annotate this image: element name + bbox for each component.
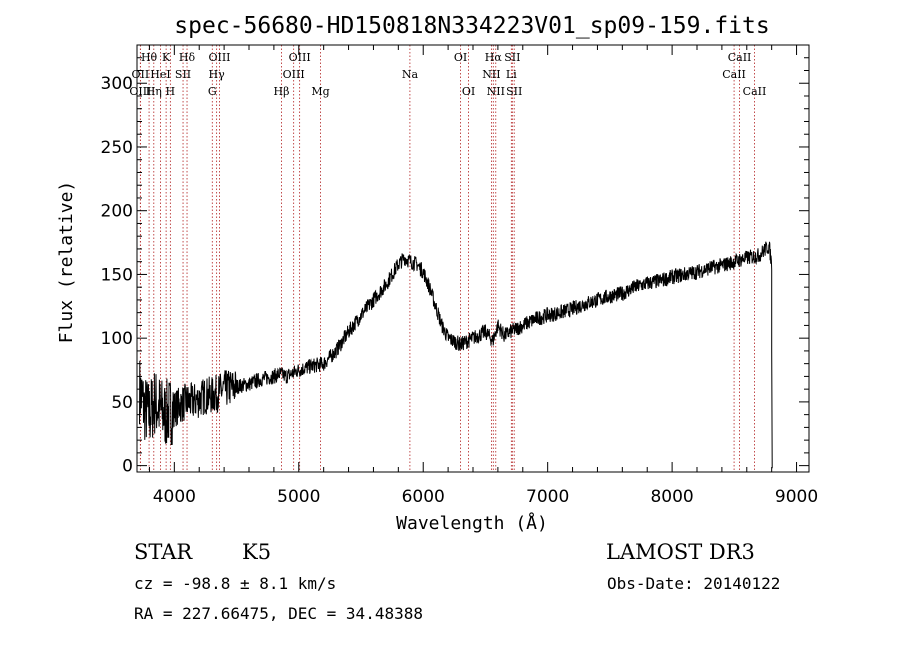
radial-velocity: cz = -98.8 ± 8.1 km/s — [134, 574, 337, 593]
x-tick-label: 6000 — [402, 487, 445, 507]
spectral-line-label: Mg — [311, 85, 329, 98]
spectral-line-label: SII — [175, 68, 191, 81]
observation-date: Obs-Date: 20140122 — [607, 574, 781, 593]
spectral-line-label: Hα — [485, 51, 503, 64]
spectral-line-label: NII — [487, 85, 505, 98]
y-tick-label: 200 — [101, 202, 133, 222]
chart-title: spec-56680-HD150818N334223V01_sp09-159.f… — [174, 13, 769, 39]
spectral-line-label: Hβ — [274, 85, 290, 98]
spectral-line-label: H — [166, 85, 176, 98]
y-tick-label: 250 — [101, 138, 133, 158]
y-axis-label: Flux (relative) — [56, 181, 77, 344]
plot-frame — [136, 44, 810, 473]
y-tick-label: 100 — [101, 329, 133, 349]
spectral-line-label: G — [208, 85, 217, 98]
spectral-line-label: K — [162, 51, 171, 64]
spectral-line-label: CaII — [722, 68, 746, 81]
survey-name: LAMOST DR3 — [606, 540, 755, 564]
spectral-line-label: Li — [506, 68, 517, 81]
y-tick-label: 300 — [101, 74, 133, 94]
spectral-line-label: OI — [454, 51, 467, 64]
spectral-line-label: OIII — [129, 85, 151, 98]
spectral-line-label: NII — [482, 68, 500, 81]
x-tick-label: 8000 — [650, 487, 693, 507]
spectral-line-label: OII — [132, 68, 150, 81]
x-axis-ticks: 4000 5000 6000 7000 8000 9000 — [148, 45, 818, 507]
spectral-line-label: CaII — [743, 85, 767, 98]
spectral-line-label: OIII — [283, 68, 305, 81]
spectral-line-labels: Hθ OII OIII K HeI Hη H Hδ SII OIII Hγ G Hβ OIII OIII Mg… — [129, 51, 766, 98]
y-tick-label: 150 — [101, 265, 133, 285]
y-tick-label: 0 — [122, 457, 133, 477]
object-subclass: K5 — [242, 540, 272, 564]
x-tick-label: 5000 — [277, 487, 320, 507]
y-tick-label: 50 — [111, 393, 133, 413]
spectral-line-label: OI — [462, 85, 475, 98]
spectral-line-label: SII — [504, 51, 520, 64]
spectral-line-label: Hθ — [141, 51, 158, 64]
spectral-line-label: Na — [402, 68, 419, 81]
spectral-line-label: SII — [506, 85, 522, 98]
spectral-line-label: CaII — [728, 51, 752, 64]
spectral-line-label: OIII — [289, 51, 311, 64]
spectral-line-label: Hγ — [209, 68, 226, 81]
spectral-line-label: Hδ — [179, 51, 196, 64]
spectral-line-label: Hη — [146, 85, 162, 98]
x-axis-label: Wavelength (Å) — [396, 512, 548, 534]
spectral-line-label: OIII — [208, 51, 230, 64]
y-axis-ticks: 0 50 100 150 200 250 300 — [101, 57, 809, 477]
sky-coordinates: RA = 227.66475, DEC = 34.48388 — [134, 604, 423, 623]
x-tick-label: 9000 — [775, 487, 818, 507]
spectral-line-markers — [139, 45, 755, 472]
x-tick-label: 7000 — [526, 487, 569, 507]
spectral-line-label: HeI — [150, 68, 170, 81]
flux-series-line — [139, 241, 773, 469]
object-class: STAR — [134, 540, 193, 564]
x-tick-label: 4000 — [153, 487, 196, 507]
